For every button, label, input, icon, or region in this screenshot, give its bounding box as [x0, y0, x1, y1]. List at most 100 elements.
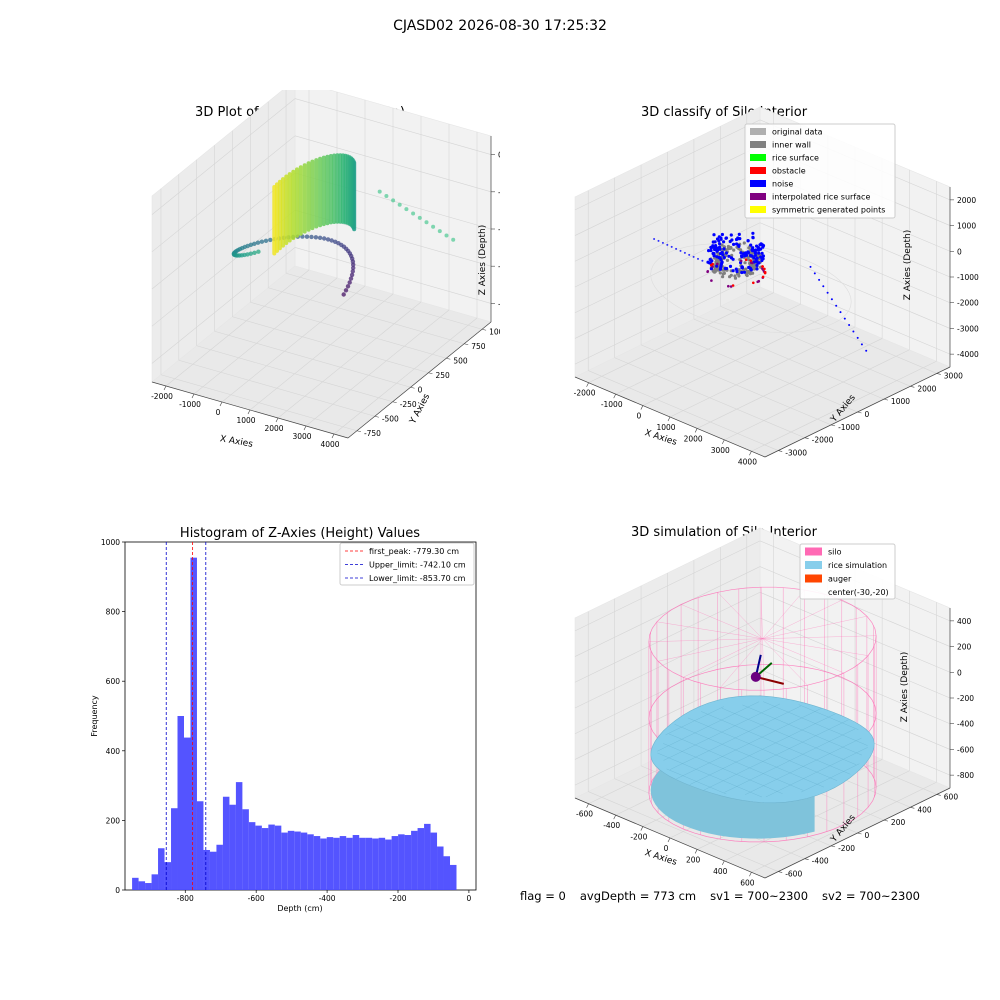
simulation-z-tick: 0 — [957, 668, 962, 677]
raw-x-tick: -2000 — [151, 392, 173, 401]
classify-point — [735, 269, 739, 274]
raw-point — [350, 269, 355, 274]
silo-wireframe — [762, 616, 867, 639]
histogram-bar — [151, 874, 159, 890]
classify-legend-label: inner wall — [772, 141, 811, 150]
raw-y-tick: 1000 — [489, 327, 500, 336]
classify-point — [711, 262, 714, 266]
classify-y-tick: -1000 — [838, 423, 860, 432]
histogram-bar — [385, 839, 392, 890]
histogram-y-tick: 400 — [106, 747, 121, 756]
histogram-bar — [158, 848, 165, 890]
classify-point — [752, 281, 755, 285]
classify-point — [712, 252, 716, 256]
raw-point — [341, 292, 346, 297]
classify-point — [713, 247, 717, 252]
simulation-y-tick: -400 — [812, 857, 829, 866]
raw-x-tick: 0 — [216, 408, 221, 417]
classify-point — [813, 272, 816, 275]
simulation-legend-label: auger — [828, 575, 852, 584]
histogram-bar — [229, 804, 236, 890]
depth-histogram: Histogram of Z-Axies (Height) Values -80… — [90, 526, 477, 913]
raw-point — [351, 265, 356, 271]
histogram-bar — [430, 832, 438, 890]
classify-point — [761, 257, 765, 261]
simulation-x-tick: 0 — [664, 844, 669, 853]
classify-point — [843, 317, 846, 320]
raw-y-label: Y Axies — [408, 392, 433, 427]
classify-point — [761, 254, 765, 258]
simulation-z-tick: 200 — [957, 643, 972, 652]
classify-point — [719, 258, 723, 262]
histogram-x-tick: -200 — [389, 894, 406, 903]
raw-y-tick: 250 — [435, 371, 450, 380]
raw-point — [325, 237, 331, 242]
classify-point — [723, 266, 727, 271]
classify-point — [713, 269, 717, 274]
histogram-bar — [177, 716, 184, 890]
histogram-bar — [281, 832, 288, 890]
classify-point — [707, 249, 711, 253]
classify-x-tick: -1000 — [601, 400, 623, 409]
classify-z-label: Z Axies (Depth) — [903, 230, 913, 301]
classify-point — [809, 265, 812, 268]
classify-point — [826, 291, 829, 294]
classify-point — [709, 245, 713, 249]
raw-x-tick: 1000 — [236, 416, 255, 425]
histogram-x-tick: -800 — [177, 894, 194, 903]
simulation-legend-swatch — [805, 561, 822, 569]
classify-point — [728, 275, 732, 279]
histogram-legend-label: first_peak: -779.30 cm — [369, 547, 459, 556]
classify-x-tick: 1000 — [656, 423, 675, 432]
simulation-3d-plot: 3D simulation of Silo Interior -600-400-… — [574, 525, 974, 887]
raw-point — [444, 233, 449, 238]
classify-point — [720, 243, 724, 247]
histogram-bar — [404, 835, 412, 890]
center-marker — [750, 671, 761, 682]
simulation-plot-title: 3D simulation of Silo Interior — [631, 525, 818, 540]
raw-point — [256, 249, 261, 254]
raw-x-tick: 4000 — [320, 440, 339, 449]
classify-point — [722, 247, 726, 251]
silo-wireframe — [762, 638, 808, 686]
classify-y-tick: 2000 — [917, 384, 936, 393]
classify-point — [675, 247, 678, 250]
silo-wireframe — [680, 604, 763, 639]
classify-legend-swatch — [750, 154, 766, 161]
classify-point — [749, 243, 753, 247]
classify-point — [717, 239, 721, 243]
rice-simulation-mesh — [721, 707, 857, 765]
classify-point — [718, 267, 722, 271]
classify-point — [818, 278, 821, 281]
simulation-y-tick: -600 — [785, 870, 802, 879]
classify-point — [666, 243, 669, 246]
silo-wireframe — [762, 638, 765, 691]
raw-point — [304, 234, 310, 239]
simulation-legend: silo rice simulation auger center(-30,-20) — [799, 543, 896, 600]
silo-wireframe — [658, 638, 763, 662]
classify-point — [739, 251, 743, 255]
classify-point — [860, 343, 863, 346]
raw-point — [245, 252, 250, 257]
classify-point — [751, 231, 755, 235]
avg-depth-text: avgDepth = 773 cm — [579, 889, 697, 903]
classify-point — [742, 270, 746, 274]
histogram-y-tick: 800 — [106, 608, 121, 617]
histogram-bar — [171, 808, 178, 890]
classify-point — [733, 276, 738, 280]
rice-simulation-mesh — [765, 747, 868, 798]
raw-point — [263, 238, 269, 243]
silo-wireframe — [762, 599, 842, 639]
classify-point — [740, 270, 744, 275]
classify-point — [751, 246, 755, 250]
classify-point — [701, 259, 704, 262]
classify-point — [743, 261, 747, 265]
classify-point — [710, 279, 713, 282]
histogram-bar — [313, 836, 321, 890]
silo-wireframe — [720, 638, 763, 688]
histogram-bar — [378, 837, 386, 890]
silo-wireframe — [762, 638, 869, 656]
classify-point — [751, 236, 755, 240]
silo-wireframe — [656, 621, 763, 639]
histogram-bar — [242, 809, 249, 890]
